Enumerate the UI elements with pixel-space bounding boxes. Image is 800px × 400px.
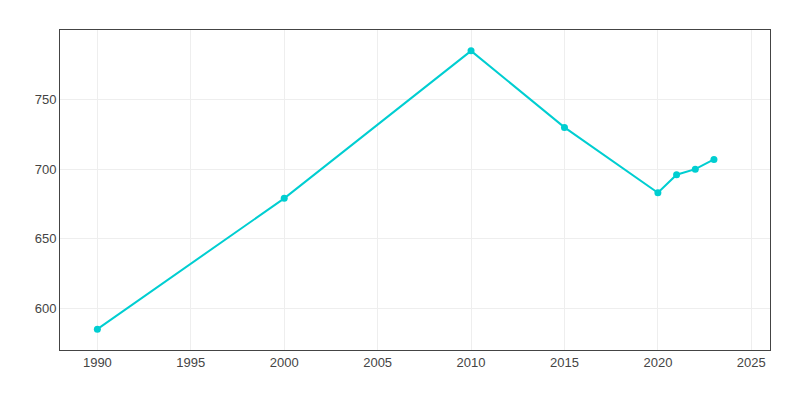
svg-text:2000: 2000 <box>270 355 299 370</box>
svg-text:750: 750 <box>35 92 57 107</box>
svg-text:1990: 1990 <box>83 355 112 370</box>
svg-text:2020: 2020 <box>643 355 672 370</box>
svg-text:1995: 1995 <box>176 355 205 370</box>
svg-text:2005: 2005 <box>363 355 392 370</box>
svg-text:2010: 2010 <box>457 355 486 370</box>
svg-text:2015: 2015 <box>550 355 579 370</box>
svg-text:700: 700 <box>35 162 57 177</box>
svg-text:650: 650 <box>35 231 57 246</box>
svg-text:2025: 2025 <box>737 355 766 370</box>
svg-text:600: 600 <box>35 301 57 316</box>
